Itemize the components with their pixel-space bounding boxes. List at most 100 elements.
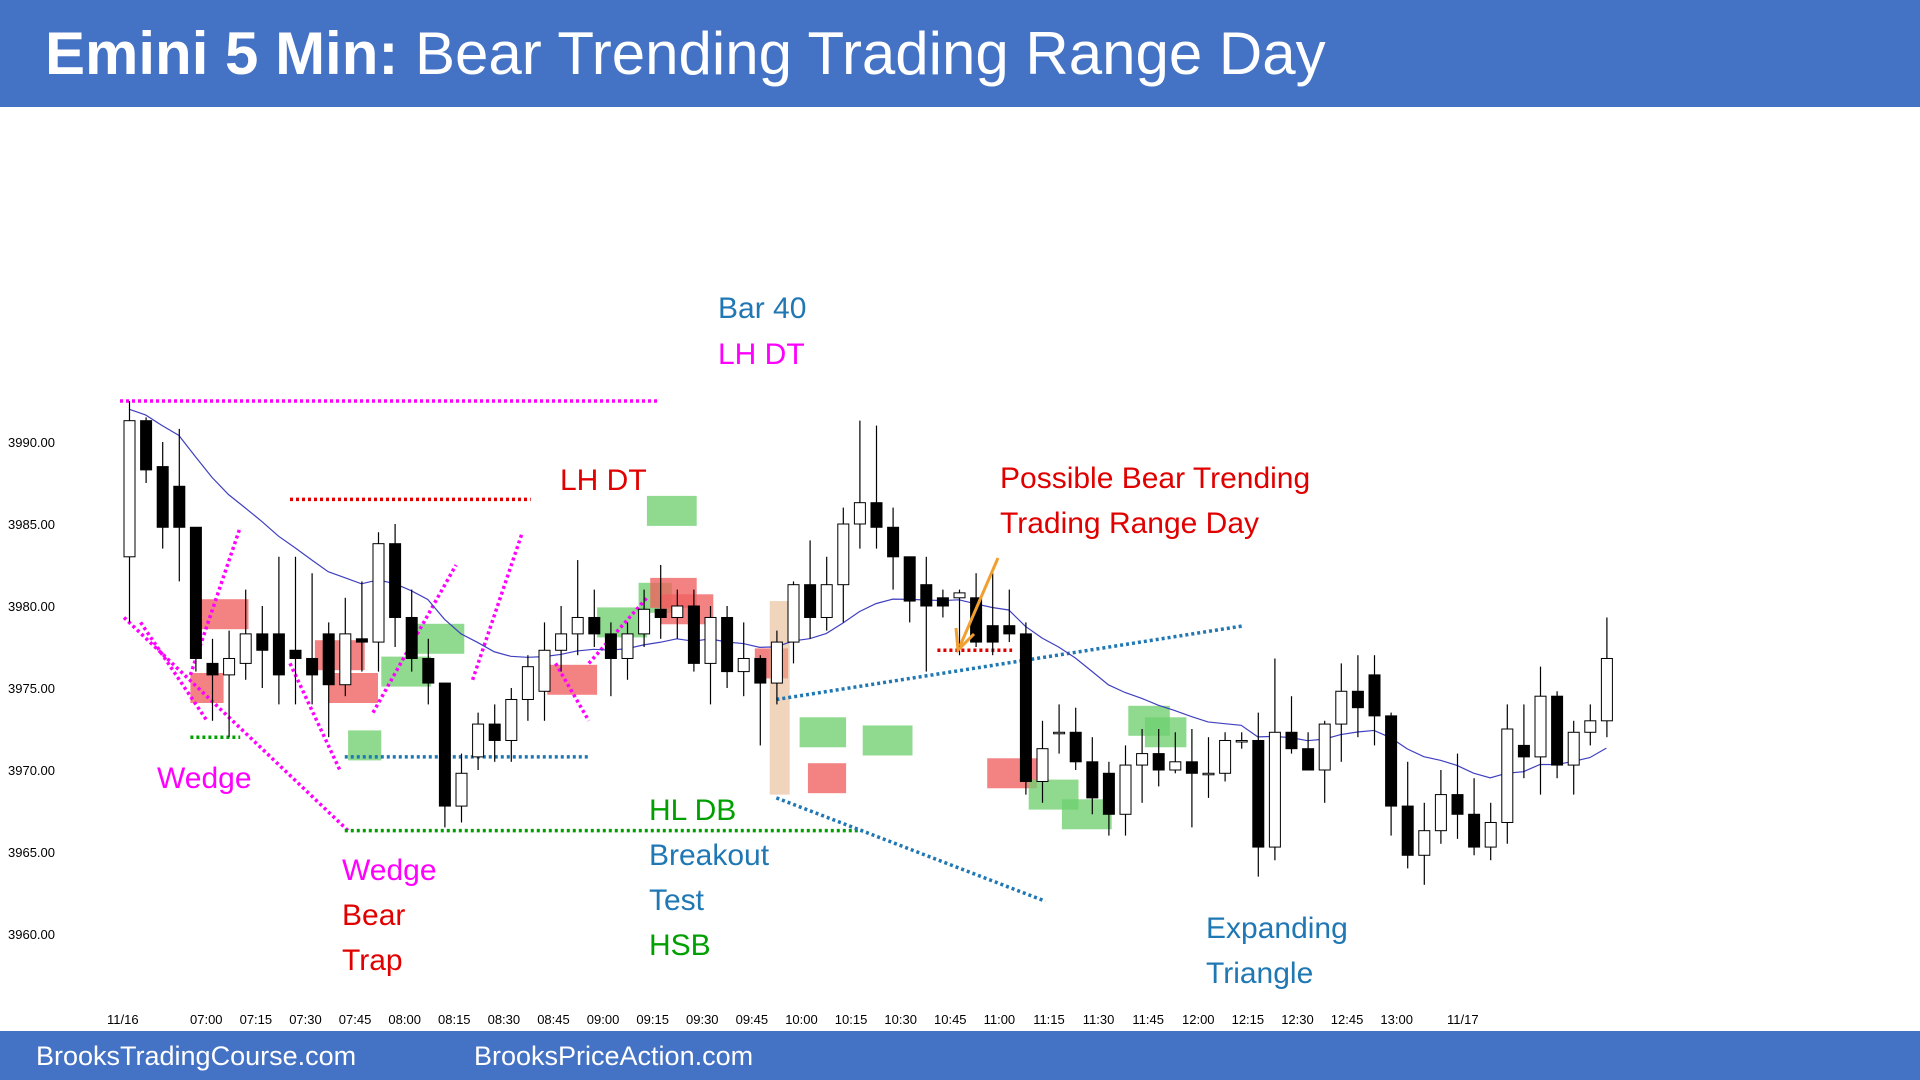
- candle-body: [1385, 715, 1398, 807]
- candle-body: [1468, 813, 1481, 848]
- candle: [156, 442, 169, 549]
- candle-body: [737, 657, 750, 673]
- ann-lhdt-mid: LH DT: [560, 464, 647, 497]
- candle-body: [223, 657, 236, 676]
- ann-wedge-left: Wedge: [157, 762, 252, 795]
- candle-body: [1019, 633, 1032, 782]
- candle: [1069, 707, 1082, 770]
- candle: [920, 556, 933, 672]
- candle: [322, 622, 335, 738]
- x-tick-label: 11:15: [1033, 1012, 1065, 1027]
- candle-body: [1600, 657, 1613, 722]
- x-tick-label: 10:15: [835, 1012, 868, 1027]
- candle-body: [1268, 731, 1281, 848]
- candle: [355, 581, 368, 672]
- candle: [936, 589, 949, 618]
- candle-body: [538, 649, 551, 692]
- footer-right-link[interactable]: BrooksPriceAction.com: [474, 1041, 754, 1071]
- bull-zone: [1144, 717, 1187, 748]
- candle-body: [472, 723, 485, 758]
- candle: [1351, 655, 1364, 738]
- candle-body: [355, 638, 368, 643]
- x-tick-label: 11:45: [1132, 1012, 1164, 1027]
- candlestick-chart: 3990.00 3985.00 3980.00 3975.00 3970.00 3965.…: [8, 292, 1613, 1027]
- candle: [239, 589, 252, 680]
- x-tick-label: 09:45: [736, 1012, 769, 1027]
- bull-zone: [646, 495, 697, 526]
- candle: [1335, 663, 1348, 762]
- candle-body: [770, 641, 783, 684]
- title-rest: Bear Trending Trading Range Day: [415, 20, 1326, 87]
- y-tick-label: 3980.00: [8, 599, 55, 614]
- y-axis-ticks: 3990.00 3985.00 3980.00 3975.00 3970.00 3965.…: [8, 435, 55, 942]
- ann-wedge-bt-3: Trap: [342, 944, 403, 977]
- candle-body: [1285, 731, 1298, 750]
- candle-body: [804, 584, 817, 618]
- candle: [1235, 732, 1248, 749]
- candle-body: [389, 543, 402, 618]
- candle: [521, 655, 534, 721]
- dotted-line: [554, 662, 591, 722]
- ann-test: Test: [649, 884, 705, 917]
- candle-body: [272, 633, 285, 676]
- candle: [638, 589, 651, 647]
- candle: [223, 630, 236, 738]
- candle-body: [1069, 731, 1082, 763]
- candle-body: [571, 616, 584, 635]
- x-tick-label: 07:30: [289, 1012, 322, 1027]
- candle: [1102, 761, 1115, 836]
- x-tick-label: 08:15: [438, 1012, 471, 1027]
- dotted-line: [587, 596, 649, 665]
- candle-body: [1152, 753, 1165, 771]
- candle: [389, 524, 402, 647]
- candle: [986, 573, 999, 656]
- candle: [687, 589, 700, 672]
- annotations: Bar 40 LH DT LH DT Possible Bear Trendin…: [157, 292, 1348, 990]
- candle: [206, 638, 219, 721]
- candle-body: [1368, 674, 1381, 717]
- candle: [189, 526, 202, 672]
- candle-body: [604, 633, 617, 659]
- title-bold: Emini 5 Min:: [45, 20, 399, 87]
- x-tick-label: 07:15: [240, 1012, 273, 1027]
- candle: [488, 704, 501, 762]
- candle: [870, 425, 883, 549]
- candle: [339, 597, 352, 697]
- candle-body: [256, 633, 269, 651]
- candle: [422, 638, 435, 705]
- x-tick-label: 09:00: [587, 1012, 620, 1027]
- candle: [472, 712, 485, 770]
- dotted-line: [776, 623, 1245, 702]
- candle-body: [1119, 764, 1132, 815]
- candle-body: [455, 772, 468, 807]
- y-tick-label: 3990.00: [8, 435, 55, 450]
- candle-body: [173, 485, 186, 528]
- candle-body: [837, 523, 850, 586]
- candle: [1252, 712, 1265, 877]
- bear-zone: [198, 599, 249, 630]
- candle-body: [1036, 748, 1049, 782]
- tan-highlight: [769, 601, 790, 795]
- bull-zone: [862, 725, 913, 756]
- candle-body: [1086, 761, 1099, 799]
- x-tick-label: 12:30: [1281, 1012, 1314, 1027]
- candle: [1053, 704, 1066, 754]
- moving-average: [128, 408, 1607, 779]
- candle: [1418, 802, 1431, 885]
- ann-bar40: Bar 40: [718, 292, 806, 325]
- candle: [272, 556, 285, 705]
- candle: [671, 589, 684, 639]
- candle-body: [1584, 720, 1597, 733]
- candle: [289, 556, 302, 705]
- candle-body: [1235, 739, 1248, 743]
- x-tick-label: 10:45: [934, 1012, 967, 1027]
- ann-wedge-bt-1: Wedge: [342, 854, 437, 887]
- footer-left-link[interactable]: BrooksTradingCourse.com: [36, 1041, 357, 1071]
- candle: [1551, 691, 1564, 779]
- x-tick-label: 08:30: [488, 1012, 521, 1027]
- candle: [1036, 720, 1049, 803]
- candle-body: [123, 420, 136, 558]
- candle-body: [1169, 761, 1182, 771]
- ann-possible-2: Trading Range Day: [1000, 507, 1259, 540]
- candle-body: [1551, 695, 1564, 766]
